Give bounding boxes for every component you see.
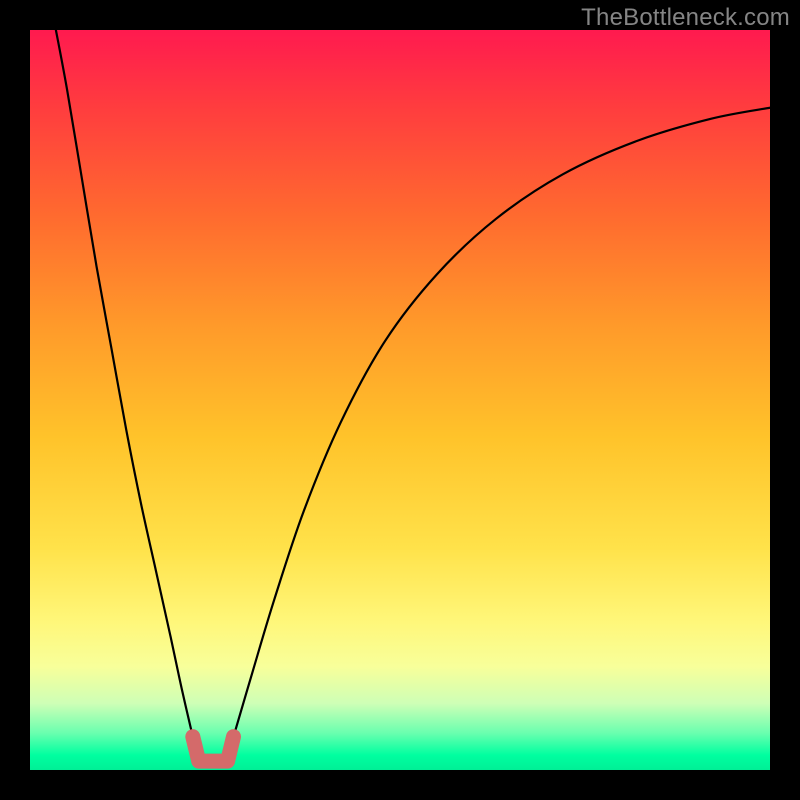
chart-canvas (0, 0, 800, 800)
plot-background (30, 30, 770, 770)
chart-root: TheBottleneck.com (0, 0, 800, 800)
